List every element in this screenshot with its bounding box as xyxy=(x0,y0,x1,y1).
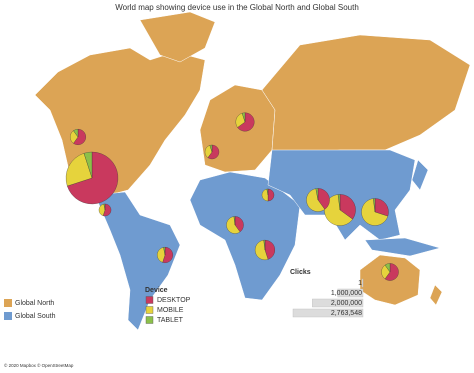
pie-slice xyxy=(317,188,330,210)
region-label: Global North xyxy=(15,300,54,307)
clicks-label: 2,000,000 xyxy=(331,300,362,307)
pie-slice xyxy=(339,194,356,220)
region-label: Global South xyxy=(15,313,56,320)
pie-slice xyxy=(373,198,376,213)
landmass xyxy=(34,11,471,331)
pie-slice xyxy=(207,144,220,160)
pie-slice xyxy=(266,188,269,196)
new-zealand xyxy=(429,284,443,306)
pie-slice xyxy=(157,247,166,263)
pie-slice xyxy=(241,112,246,123)
russia xyxy=(261,34,471,156)
pie-slice xyxy=(263,239,266,251)
clicks-size-bar xyxy=(361,278,364,288)
clicks-label: 1,000,000 xyxy=(331,290,362,297)
pie-slice xyxy=(384,263,391,273)
map-title: World map showing device use in the Glob… xyxy=(115,3,359,12)
pie-slice xyxy=(83,151,93,179)
north-america xyxy=(34,47,206,197)
pie-slice xyxy=(237,112,255,132)
pie-slice xyxy=(374,198,389,217)
pie-slice xyxy=(65,153,93,187)
africa xyxy=(189,171,301,301)
pie-slice xyxy=(361,198,389,226)
attribution: © 2020 Mapbox © OpenStreetMap xyxy=(4,362,74,368)
clicks-legend-title: Clicks xyxy=(290,269,311,276)
clicks-size-bar xyxy=(292,308,364,318)
pie-slice xyxy=(261,188,269,202)
device-label: MOBILE xyxy=(157,307,184,314)
pie-slice xyxy=(209,144,213,153)
pie-slice xyxy=(103,203,106,211)
pie-slice xyxy=(337,194,341,211)
pie-slice xyxy=(264,239,276,260)
pie-slice xyxy=(255,240,269,261)
device-label: TABLET xyxy=(157,317,184,324)
pie-slice xyxy=(163,247,166,256)
pie-slice xyxy=(306,188,326,212)
device-swatch xyxy=(145,306,154,314)
greenland xyxy=(139,11,216,63)
device-swatch xyxy=(145,296,154,304)
device-label: DESKTOP xyxy=(157,297,191,304)
pie-slice xyxy=(233,216,236,226)
clicks-label: 2,763,548 xyxy=(331,310,362,317)
pie-slice xyxy=(67,151,119,205)
pie-slice xyxy=(267,188,275,202)
japan xyxy=(411,159,429,191)
region-swatch xyxy=(4,312,12,320)
clicks-label: 1 xyxy=(358,280,362,287)
pie-slice xyxy=(73,129,79,138)
clicks-size-bar xyxy=(312,298,364,308)
device-legend-title: Device xyxy=(145,287,168,294)
device-swatch xyxy=(145,316,154,324)
maritime-asia xyxy=(364,237,441,257)
clicks-size-bar xyxy=(337,288,364,298)
pie-slice xyxy=(384,263,399,281)
pie-slice xyxy=(73,129,86,145)
pie-slice xyxy=(226,216,241,234)
pie-slice xyxy=(234,216,244,233)
pie-slice xyxy=(324,194,353,226)
region-swatch xyxy=(4,299,12,307)
pie-slice xyxy=(315,188,319,201)
